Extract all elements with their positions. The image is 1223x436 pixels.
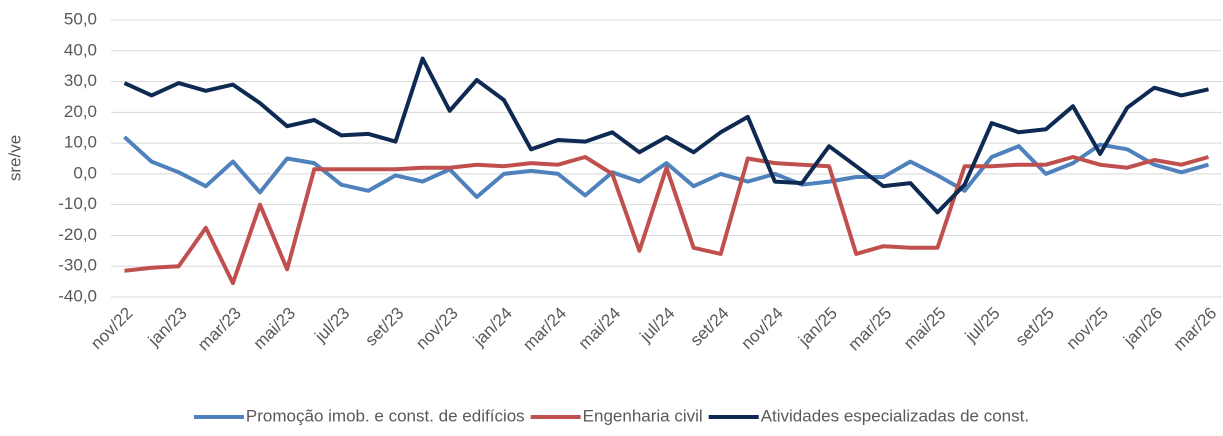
x-tick-label: nov/22 [87,304,137,354]
x-tick-label: mar/26 [1170,304,1221,355]
series-line [124,155,1210,286]
x-tick-label: set/25 [1012,304,1058,350]
legend-label: Promoção imob. e const. de edifícios [246,406,525,425]
y-axis-label: sre/ve [5,135,24,181]
x-tick-label: mai/25 [900,304,950,354]
y-tick-label: -40,0 [58,286,97,305]
legend-label: Atividades especializadas de const. [761,406,1029,425]
y-tick-label: 20,0 [64,102,97,121]
x-tick-label: nov/23 [412,304,462,354]
series-line [123,56,1209,215]
x-tick-label: jul/25 [961,304,1004,347]
y-tick-label: 30,0 [64,71,97,90]
y-tick-label: -30,0 [58,256,97,275]
x-tick-label: jul/24 [636,304,679,347]
legend-label: Engenharia civil [583,406,703,425]
x-tick-label: jan/26 [1119,304,1166,351]
y-tick-label: 10,0 [64,133,97,152]
x-tick-label: jan/23 [144,304,191,351]
x-tick-label: nov/24 [737,304,787,354]
x-tick-label: set/24 [687,304,733,350]
x-tick-label: set/23 [361,304,407,350]
series-line [123,135,1210,199]
legend: Promoção imob. e const. de edifícios Enge… [193,406,1029,425]
x-tick-label: mai/23 [250,304,300,354]
x-tick-label: jul/23 [310,304,353,347]
y-tick-label: 0,0 [73,163,97,182]
y-tick-label: -20,0 [58,225,97,244]
y-tick-label: -10,0 [58,194,97,213]
x-tick-label: jan/25 [794,304,841,351]
x-tick-label: mar/25 [844,304,895,355]
y-tick-label: 50,0 [64,9,97,28]
x-tick-label: mar/23 [194,304,245,355]
x-tick-label: nov/25 [1063,304,1113,354]
x-tick-label: mar/24 [519,304,570,355]
y-tick-label: 40,0 [64,40,97,59]
x-tick-label: mai/24 [575,304,625,354]
x-tick-label: jan/24 [469,304,516,351]
